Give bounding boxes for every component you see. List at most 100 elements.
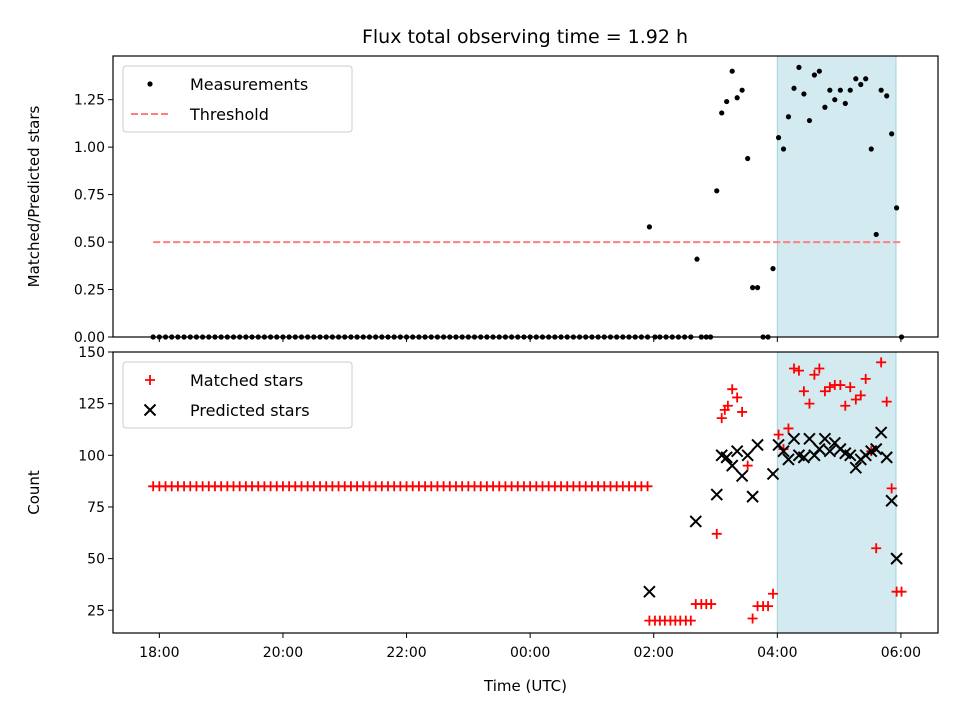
matched-point [804,398,815,409]
predicted-point [885,494,898,507]
matched-point [727,384,738,395]
measurement-point [832,97,838,103]
measurement-point [853,76,859,82]
measurement-point [646,224,653,230]
predicted-point [741,449,754,462]
matched-point [860,373,871,384]
x-tick-label: 02:00 [634,645,674,661]
axes-frame [112,351,939,634]
matched-point [783,423,794,434]
matched-point [722,400,733,411]
measurement-point [842,100,848,107]
matched-point [876,357,887,368]
predicted-point [874,426,888,439]
measurement-point [806,117,813,124]
axes-frame [112,55,939,338]
predicted-point [869,442,883,456]
legend-label: Measurements [190,75,308,94]
y-tick-label: 1.25 [74,93,105,109]
predicted-point [643,585,656,598]
measurement-point [889,131,895,137]
measurement-point [868,146,874,152]
predicted-point [720,451,733,464]
matched-point [881,396,892,407]
matched-point [773,429,784,440]
x-tick-label: 04:00 [757,645,797,661]
matched-point [716,413,727,424]
y-axis-label: Matched/Predicted stars [25,106,43,288]
legend-marker-measurements [147,81,153,87]
predicted-point [890,552,903,565]
legend-label: Matched stars [190,371,303,390]
matched-point [747,613,758,624]
x-tick-label: 18:00 [139,645,179,661]
y-tick-label: 50 [87,552,105,568]
measurement-point [780,146,787,152]
measurement-point [745,155,751,162]
matched-point [886,483,897,494]
legend-box [122,361,353,429]
y-tick-label: 0.50 [74,235,105,251]
matched-point [763,601,774,612]
matched-point [793,365,804,376]
measurement-point [734,95,740,101]
x-tick-label: 06:00 [881,645,921,661]
matched-point [845,382,856,393]
matched-point [814,363,825,374]
y-tick-label: 150 [78,345,105,361]
legend-bottom: Matched stars Predicted stars [122,361,353,429]
measurement-point [791,85,797,91]
predicted-point [777,444,790,458]
matched-point [742,460,753,471]
predicted-point [782,453,795,466]
measurement-point [837,87,843,93]
matched-point [768,588,778,599]
y-tick-label: 0.75 [74,188,105,204]
measurement-point [884,93,890,99]
matched-point [706,599,717,610]
axes-panel-1: 0.00 0.25 0.50 0.75 1.00 1.25 Matched/Predicte… [25,55,939,346]
matched-point [798,386,809,397]
measurement-point [785,114,792,120]
measurement-point [822,104,828,110]
measurement-point [847,87,853,93]
matched-point [809,369,820,380]
predicted-point [844,449,857,462]
measurement-point [893,205,900,211]
y-tick-label: 0.00 [74,330,105,346]
predicted-point [766,467,780,481]
predicted-point [746,490,759,503]
predicted-point [803,432,816,445]
y-tick-label: 0.25 [74,283,105,299]
matched-point [711,528,722,539]
x-tick-label: 00:00 [510,645,550,661]
y-tick-label: 25 [87,603,105,619]
matched-point [824,382,835,393]
measurement-point [858,81,864,88]
predicted-point [818,432,832,445]
measurement-point [873,231,879,238]
legend-marker-predicted [143,403,157,417]
predicted-point [730,444,744,458]
legend-top: Measurements Threshold [122,65,353,133]
legend-label: Predicted stars [190,401,310,420]
matched-point [732,392,743,403]
measurement-point [878,87,884,93]
measurement-point [796,64,802,70]
measurement-point [739,87,745,93]
legend-marker-matched [145,375,155,385]
y-tick-label: 125 [78,397,105,413]
predicted-point [849,461,863,474]
measurement-point [775,135,782,141]
predicted-point [735,469,749,483]
y-tick-label: 100 [78,448,105,464]
matched-point [685,615,696,626]
x-tick-label: 20:00 [263,645,303,661]
predicted-point [726,459,739,472]
measurement-point [724,98,730,105]
y-tick-label: 1.00 [74,140,105,156]
measurement-point [863,76,869,82]
y-tick-label: 75 [87,500,105,516]
